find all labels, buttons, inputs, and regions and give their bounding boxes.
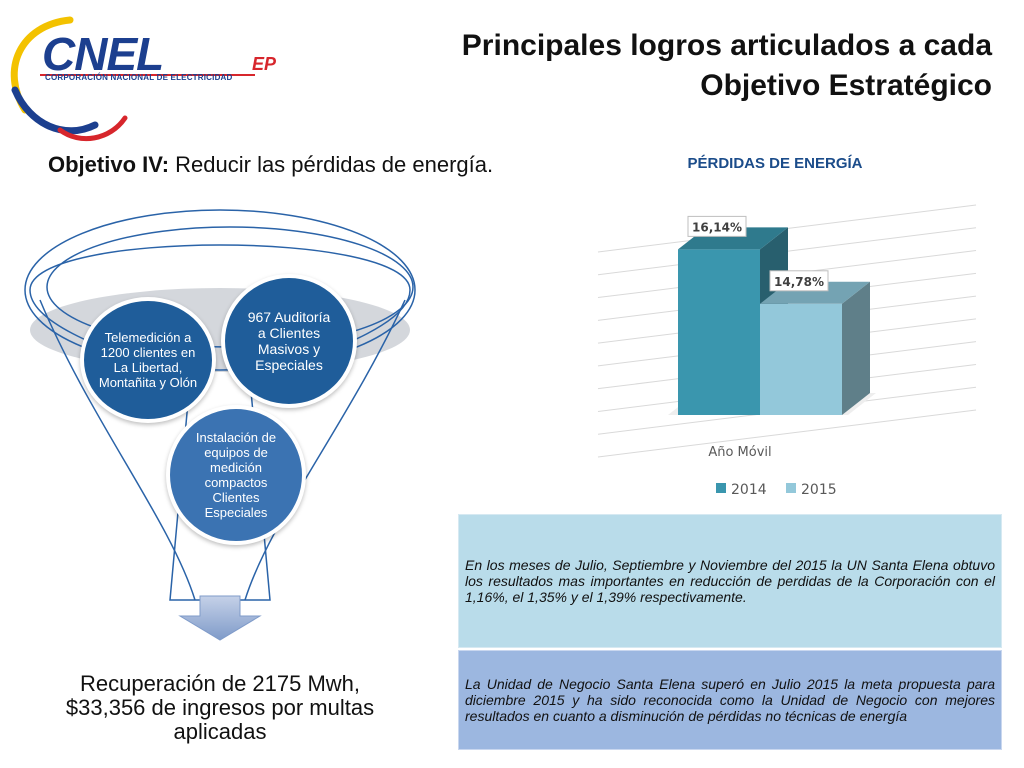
- info-box-meses: En los meses de Julio, Septiembre y Novi…: [458, 514, 1002, 648]
- funnel-arrow: [178, 595, 262, 641]
- data-label-2015: 14,78%: [774, 275, 824, 289]
- gridline: [597, 409, 977, 458]
- info-box-meta: La Unidad de Negocio Santa Elena superó …: [458, 650, 1002, 750]
- logo-suffix: EP: [252, 54, 277, 74]
- objective-heading: Objetivo IV: Reducir las pérdidas de ene…: [48, 152, 493, 178]
- bar-2014: [678, 249, 760, 415]
- legend-swatch-2015: [786, 483, 796, 493]
- funnel-result: Recuperación de 2175 Mwh, $33,356 de ing…: [65, 671, 375, 744]
- data-label-2014: 16,14%: [692, 220, 742, 234]
- objective-text: Reducir las pérdidas de energía.: [169, 152, 494, 177]
- data-label-box-2014: [687, 215, 747, 237]
- logo-brand: CNEL: [42, 28, 163, 80]
- logo-tagline: CORPORACIÓN NACIONAL DE ELECTRICIDAD: [45, 73, 233, 82]
- data-label-box-2015: [769, 270, 829, 292]
- cnel-logo: CNEL EP: [10, 16, 277, 142]
- bar-2015-side: [842, 281, 870, 415]
- bar-2015: [760, 303, 842, 415]
- legend-swatch-2014: [716, 483, 726, 493]
- legend-label-2014: 2014: [731, 482, 767, 498]
- chart-title: PÉRDIDAS DE ENERGÍA: [687, 155, 863, 172]
- category-label: Año Móvil: [708, 445, 771, 460]
- page-title-line-1: Principales logros articulados a cada: [461, 29, 992, 62]
- objective-label: Objetivo IV:: [48, 152, 170, 177]
- losses-bar-chart: 16,14% 14,78% Año Móvil 2014 2015: [597, 204, 977, 498]
- funnel-item-instalacion: Instalación de equipos de medición compa…: [166, 405, 306, 545]
- funnel-rim-outer: [24, 209, 416, 371]
- legend-label-2015: 2015: [801, 482, 837, 498]
- page-title-line-2: Objetivo Estratégico: [700, 69, 992, 102]
- logo-swoosh-red: [57, 115, 128, 142]
- info-box-meses-text: En los meses de Julio, Septiembre y Novi…: [465, 557, 995, 605]
- info-box-meta-text: La Unidad de Negocio Santa Elena superó …: [465, 676, 995, 724]
- logo-swoosh-blue: [11, 86, 99, 135]
- funnel-side-left: [39, 299, 196, 601]
- funnel-side-right: [244, 299, 406, 601]
- funnel-item-auditoria: 967 Auditoría a Clientes Masivos y Espec…: [221, 274, 357, 408]
- page-title: Principales logros articulados a cada Ob…: [352, 26, 992, 106]
- funnel-item-telemedicion: Telemedición a 1200 clientes en La Liber…: [80, 297, 216, 423]
